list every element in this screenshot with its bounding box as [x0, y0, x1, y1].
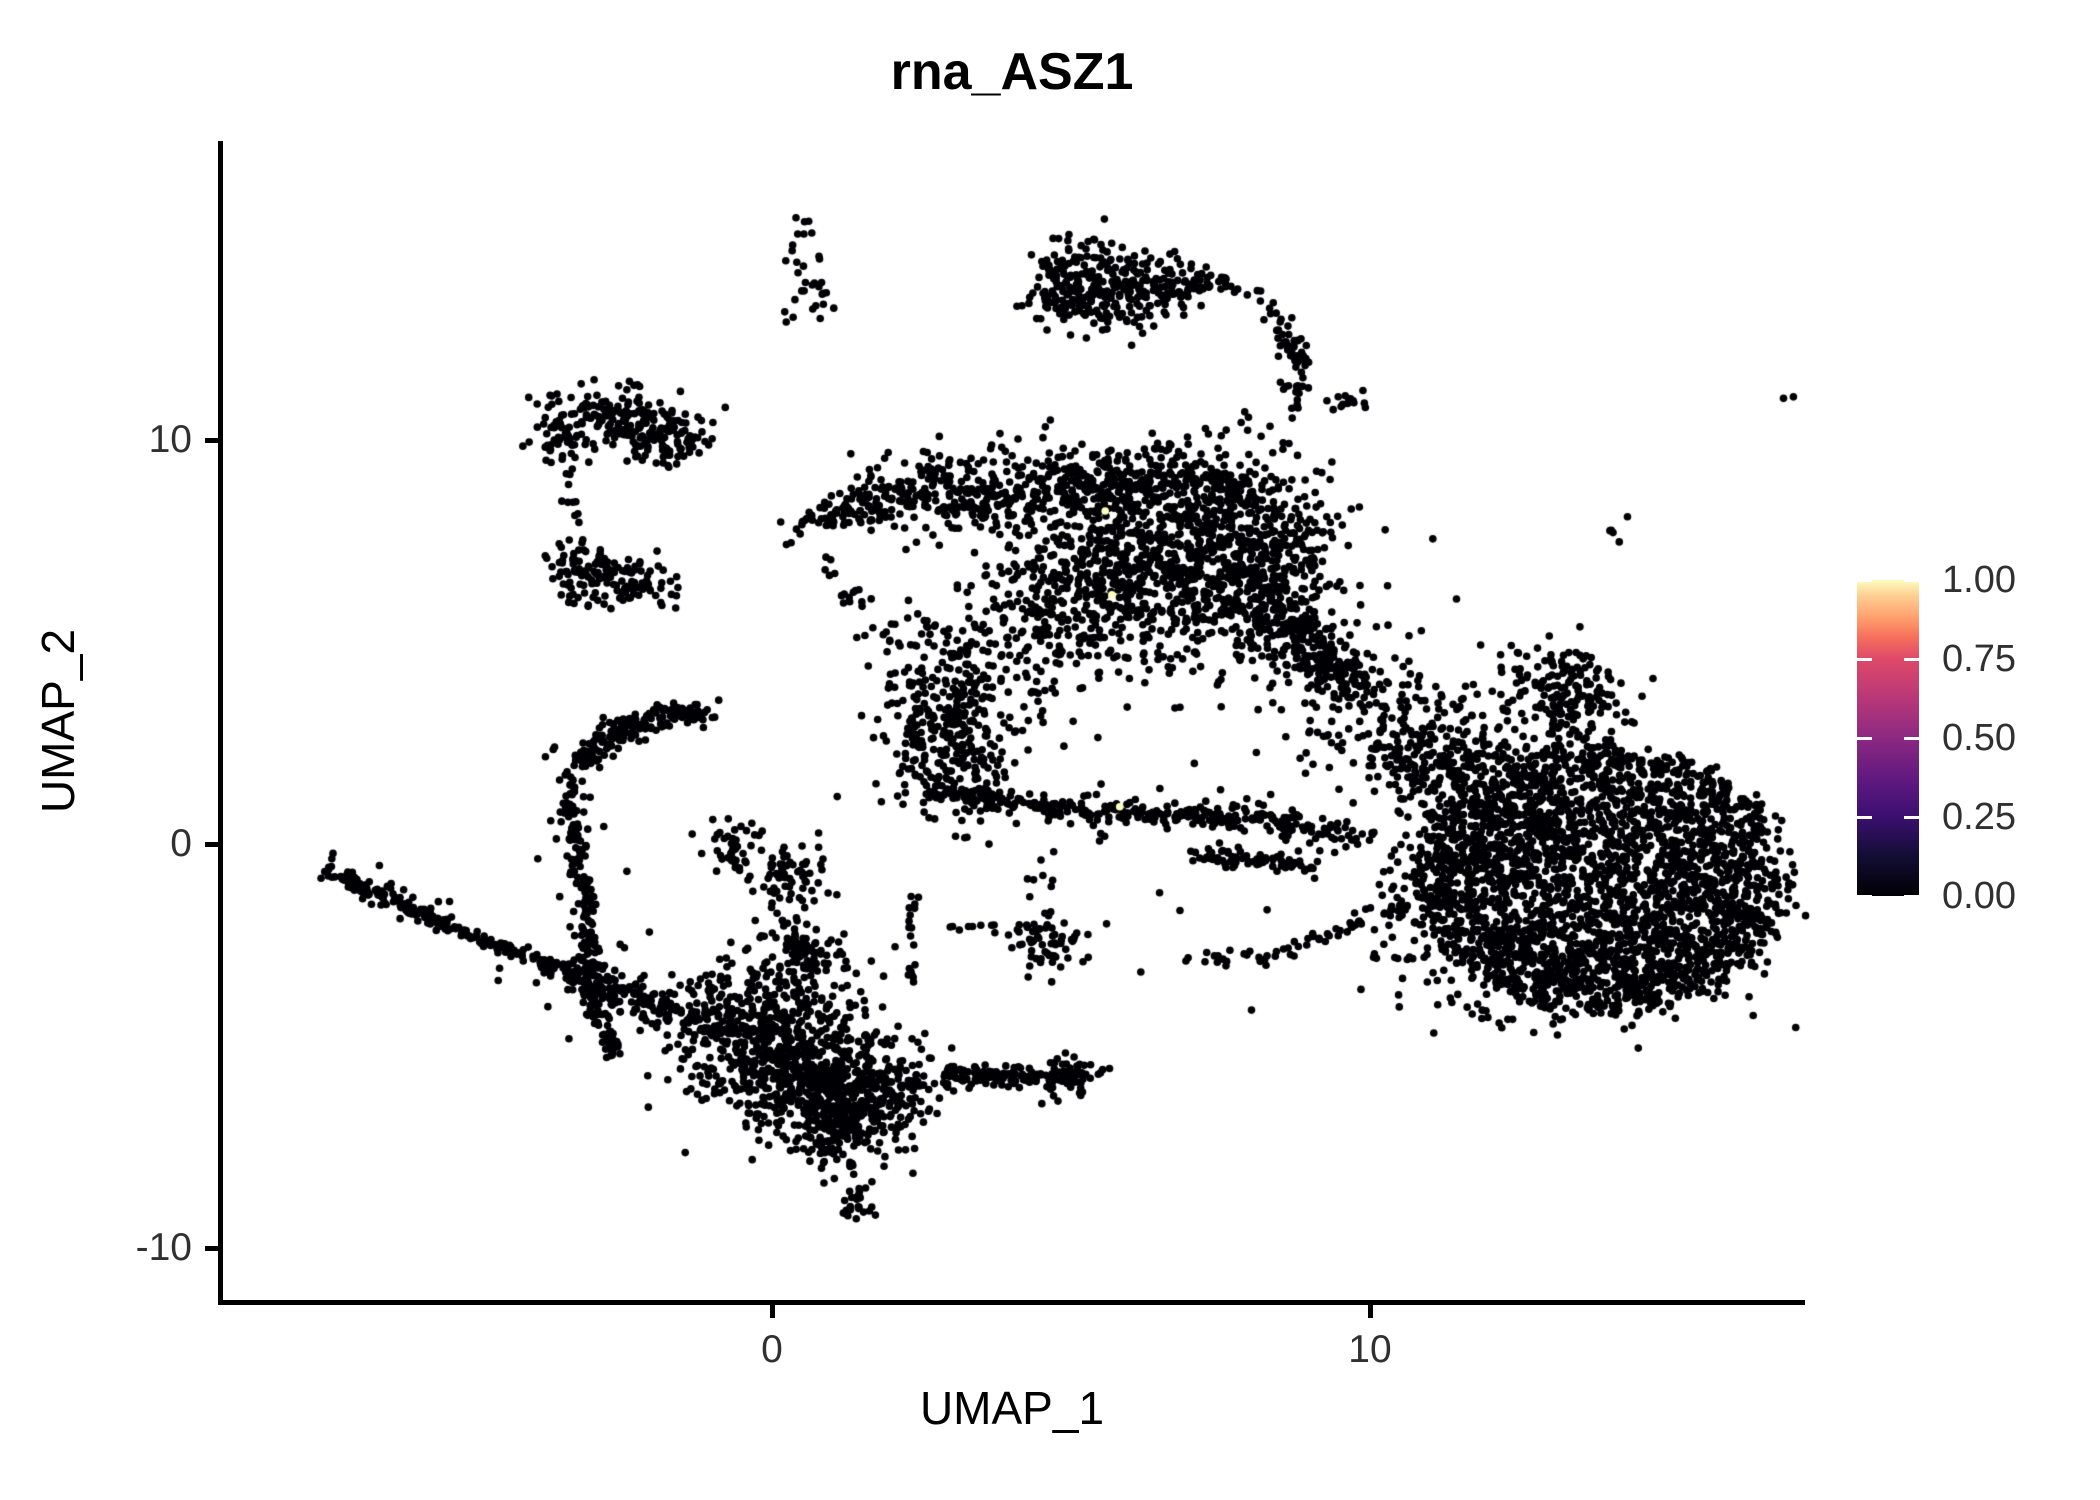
y-tick-label-10: 10 — [148, 418, 192, 461]
x-axis-line — [218, 1300, 1805, 1305]
legend-label-050: 0.50 — [1942, 717, 2016, 759]
y-tick-mark-neg10 — [205, 1246, 218, 1251]
legend-label-075: 0.75 — [1942, 638, 2016, 680]
x-tick-mark-10 — [1368, 1305, 1373, 1318]
y-axis-line — [218, 141, 223, 1305]
y-tick-label-neg10: -10 — [135, 1226, 192, 1269]
x-tick-mark-0 — [770, 1305, 775, 1318]
y-tick-label-0: 0 — [170, 822, 192, 865]
y-tick-mark-10 — [205, 438, 218, 443]
legend-label-000: 0.00 — [1942, 875, 2016, 917]
x-tick-label-10: 10 — [1348, 1328, 1392, 1371]
y-tick-mark-0 — [205, 842, 218, 847]
legend-label-025: 0.25 — [1942, 796, 2016, 838]
x-tick-label-0: 0 — [761, 1328, 783, 1371]
legend-label-100: 1.00 — [1942, 559, 2016, 601]
plot-title: rna_ASZ1 — [890, 43, 1134, 101]
y-axis-title: UMAP_2 — [32, 628, 84, 814]
x-axis-title: UMAP_1 — [919, 1382, 1105, 1434]
